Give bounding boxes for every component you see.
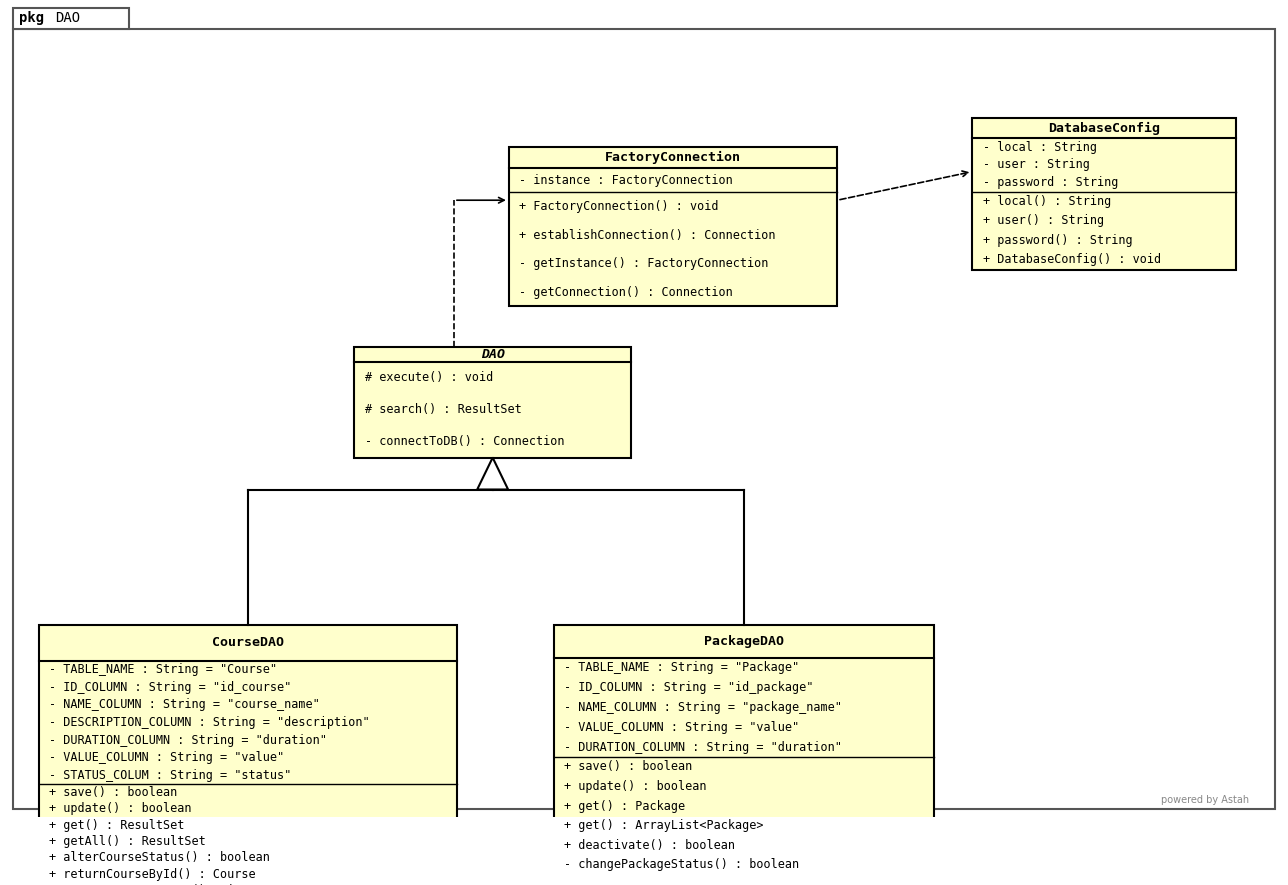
Text: - STATUS_COLUM : String = "status": - STATUS_COLUM : String = "status" [49,769,291,782]
Text: - instance : FactoryConnection: - instance : FactoryConnection [519,173,733,187]
FancyBboxPatch shape [554,625,934,874]
Text: + save() : boolean: + save() : boolean [49,786,178,799]
Text: # execute() : void: # execute() : void [365,371,493,384]
Text: - VALUE_COLUMN : String = "value": - VALUE_COLUMN : String = "value" [49,751,285,765]
Text: - connectToDB() : Connection: - connectToDB() : Connection [365,435,564,448]
Text: + alterCourseStatus() : boolean: + alterCourseStatus() : boolean [49,851,269,865]
Text: + local() : String: + local() : String [983,195,1112,208]
Text: - user : String: - user : String [983,158,1090,172]
FancyBboxPatch shape [13,28,1275,809]
Text: + user() : String: + user() : String [983,214,1104,227]
Text: + save() : boolean: + save() : boolean [564,760,693,773]
Text: powered by Astah: powered by Astah [1162,795,1249,805]
Text: # search() : ResultSet: # search() : ResultSet [365,404,522,416]
FancyBboxPatch shape [972,119,1236,270]
Text: DatabaseConfig: DatabaseConfig [1048,122,1160,135]
Text: + password() : String: + password() : String [983,234,1132,247]
Text: - DURATION_COLUMN : String = "duration": - DURATION_COLUMN : String = "duration" [49,734,327,747]
Text: - DESCRIPTION_COLUMN : String = "description": - DESCRIPTION_COLUMN : String = "descrip… [49,716,370,729]
Text: - NAME_COLUMN : String = "package_name": - NAME_COLUMN : String = "package_name" [564,701,842,714]
FancyBboxPatch shape [13,8,129,28]
Text: - NAME_COLUMN : String = "course_name": - NAME_COLUMN : String = "course_name" [49,698,319,712]
Text: + getAll() : ResultSet: + getAll() : ResultSet [49,835,206,848]
Text: FactoryConnection: FactoryConnection [605,151,741,164]
Text: + update() : boolean: + update() : boolean [564,780,707,793]
Text: PackageDAO: PackageDAO [703,635,784,648]
Text: + get() : ResultSet: + get() : ResultSet [49,819,184,832]
Text: + FactoryConnection() : void: + FactoryConnection() : void [519,200,719,213]
Text: + get() : Package: + get() : Package [564,799,685,812]
Text: + establishConnection() : Connection: + establishConnection() : Connection [519,228,775,242]
Text: + update() : boolean: + update() : boolean [49,803,192,815]
Text: DAO: DAO [480,348,505,361]
Text: - VALUE_COLUMN : String = "value": - VALUE_COLUMN : String = "value" [564,720,800,734]
Text: + get() : ArrayList<Package>: + get() : ArrayList<Package> [564,820,764,832]
FancyBboxPatch shape [354,347,631,458]
Text: - getConnection() : Connection: - getConnection() : Connection [519,286,733,298]
Text: - password : String: - password : String [983,176,1118,189]
Text: - TABLE_NAME : String = "Course": - TABLE_NAME : String = "Course" [49,663,277,676]
FancyBboxPatch shape [509,147,837,306]
Text: + deactivate() : boolean: + deactivate() : boolean [564,839,735,851]
Text: - TABLE_NAME : String = "Package": - TABLE_NAME : String = "Package" [564,661,800,674]
Text: + DatabaseConfig() : void: + DatabaseConfig() : void [983,253,1160,266]
Text: - ID_COLUMN : String = "id_course": - ID_COLUMN : String = "id_course" [49,681,291,694]
Text: + returnCourseById() : Course: + returnCourseById() : Course [49,868,255,881]
Text: - changePackageStatus() : boolean: - changePackageStatus() : boolean [564,858,800,871]
Text: - getInstance() : FactoryConnection: - getInstance() : FactoryConnection [519,258,769,270]
Text: pkg: pkg [19,12,45,26]
Polygon shape [477,458,507,489]
Text: CourseDAO: CourseDAO [213,636,283,650]
Text: - local : String: - local : String [983,141,1097,153]
FancyBboxPatch shape [39,625,457,885]
Text: - DURATION_COLUMN : String = "duration": - DURATION_COLUMN : String = "duration" [564,741,842,754]
Text: DAO: DAO [55,12,81,26]
Text: - ID_COLUMN : String = "id_package": - ID_COLUMN : String = "id_package" [564,681,814,694]
